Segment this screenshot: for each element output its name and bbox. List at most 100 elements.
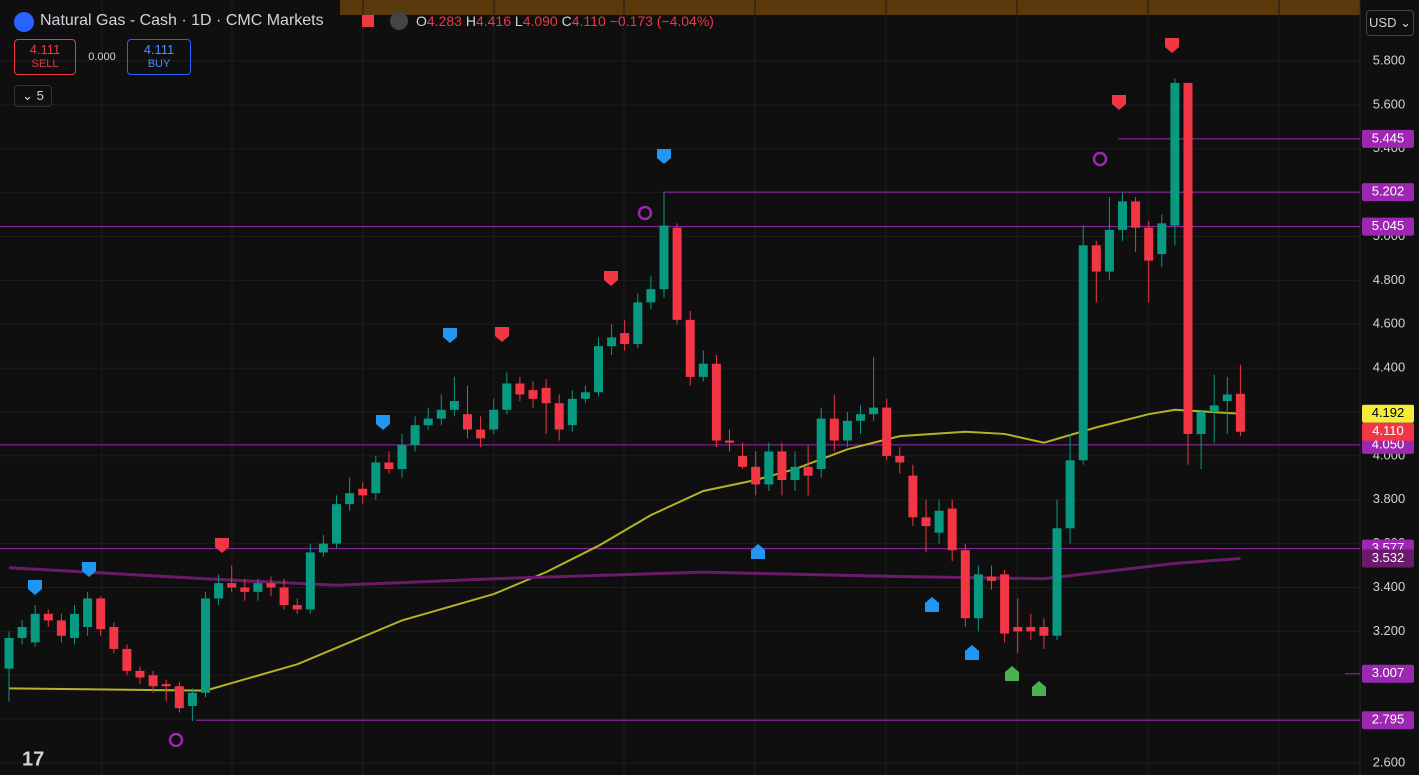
event-marker (1005, 666, 1019, 681)
candle-body (83, 598, 93, 627)
price-tag (1362, 422, 1414, 441)
candle-body (1013, 626, 1023, 632)
price-tag-label: 5.045 (1372, 218, 1405, 233)
candle-body (502, 383, 512, 410)
price-tag (1362, 404, 1414, 423)
candle-body (528, 390, 538, 399)
buy-price: 4.111 (143, 42, 175, 57)
currency: USD (1369, 15, 1397, 30)
candle-body (17, 626, 27, 638)
candle-body (856, 414, 865, 421)
candle-body (515, 383, 525, 395)
y-tick-label: 5.800 (1373, 52, 1406, 67)
candle-body (973, 574, 983, 619)
candle-body (1052, 528, 1062, 636)
candle-body (253, 583, 263, 592)
candle-body (1157, 223, 1167, 255)
y-tick-label: 3.800 (1373, 491, 1406, 506)
candle-body (449, 401, 459, 410)
candle-body (987, 576, 996, 581)
candle-body (921, 517, 931, 527)
candle-body (279, 587, 289, 606)
candle-body (659, 225, 669, 290)
candle-body (960, 550, 970, 619)
event-marker (82, 562, 96, 577)
alert-marker (1092, 151, 1108, 167)
candle-body (122, 648, 132, 671)
price-tag (1362, 711, 1414, 730)
price-tag-label: 3.007 (1372, 665, 1405, 680)
buy-button[interactable]: 4.111 BUY (127, 39, 191, 75)
candle-body (607, 337, 617, 347)
candle-body (318, 543, 328, 553)
sell-button[interactable]: 4.111 SELL (14, 39, 76, 75)
candle-body (109, 626, 119, 649)
currency-select[interactable]: USD ⌄ (1366, 10, 1414, 36)
candle-body (489, 409, 499, 430)
candle-body (790, 466, 800, 481)
candle-body (227, 583, 237, 588)
candle-body (554, 403, 564, 430)
candle-body (620, 333, 630, 344)
ohlc: O4.283 H4.416 L4.090 C4.110 −0.173 (−4.0… (416, 13, 714, 29)
c-value: 4.110 (571, 13, 606, 29)
candle-body (777, 451, 787, 481)
candle-body (764, 451, 774, 485)
event-marker (1112, 95, 1126, 110)
candle-body (672, 227, 682, 320)
candle-body (1065, 460, 1075, 529)
price-tag-label: 3.532 (1372, 550, 1405, 565)
candle-body (1170, 82, 1180, 226)
change: −0.173 (−4.04%) (609, 13, 714, 29)
candle-body (4, 637, 14, 669)
candle-body (1196, 412, 1206, 434)
flag[interactable] (362, 15, 374, 27)
candle-body (594, 346, 603, 393)
candle-body (463, 414, 472, 430)
candle-body (1131, 201, 1141, 228)
candle-body (908, 475, 918, 518)
price-tag (1362, 183, 1414, 202)
y-tick-label: 3.200 (1373, 623, 1406, 638)
o-value: 4.283 (426, 13, 462, 29)
candle-body (214, 583, 224, 599)
candle-body (738, 455, 748, 467)
candle-body (1209, 405, 1219, 412)
candle-body (187, 692, 197, 706)
candle-body (148, 675, 158, 687)
candle-body (646, 289, 656, 303)
y-tick-label: 5.600 (1373, 96, 1406, 111)
candle-body (305, 552, 315, 610)
candle-body (1000, 574, 1010, 634)
candle-body (358, 488, 368, 496)
price-tag (1362, 129, 1414, 148)
event-marker (965, 645, 979, 660)
candle-body (56, 620, 66, 636)
price-tag (1362, 217, 1414, 236)
candle-body (397, 444, 407, 470)
status (390, 12, 408, 30)
y-tick-label: 3.400 (1373, 579, 1406, 594)
o-label: O (416, 13, 427, 29)
candle-body (201, 598, 210, 693)
candle-body (30, 613, 40, 643)
candle-body (476, 429, 486, 439)
candle-body (43, 613, 53, 621)
price-tag-label: 5.202 (1372, 184, 1405, 199)
moving-average (8, 557, 1241, 587)
candle-body (895, 455, 905, 463)
price-axis (1360, 0, 1419, 775)
y-tick-label: 4.800 (1373, 272, 1406, 287)
candle-body (1026, 626, 1036, 632)
candle-body (1078, 245, 1088, 461)
candle-body (410, 425, 420, 445)
candle-body (633, 302, 643, 344)
candle-body (266, 583, 276, 588)
candle-body (70, 613, 79, 638)
symbol-title[interactable]: Natural Gas - Cash · 1D · CMC Markets (40, 12, 324, 29)
indicators-toggle[interactable]: ⌄ 5 (14, 85, 52, 107)
symbol-icon (14, 12, 34, 32)
candle-body (947, 508, 957, 551)
